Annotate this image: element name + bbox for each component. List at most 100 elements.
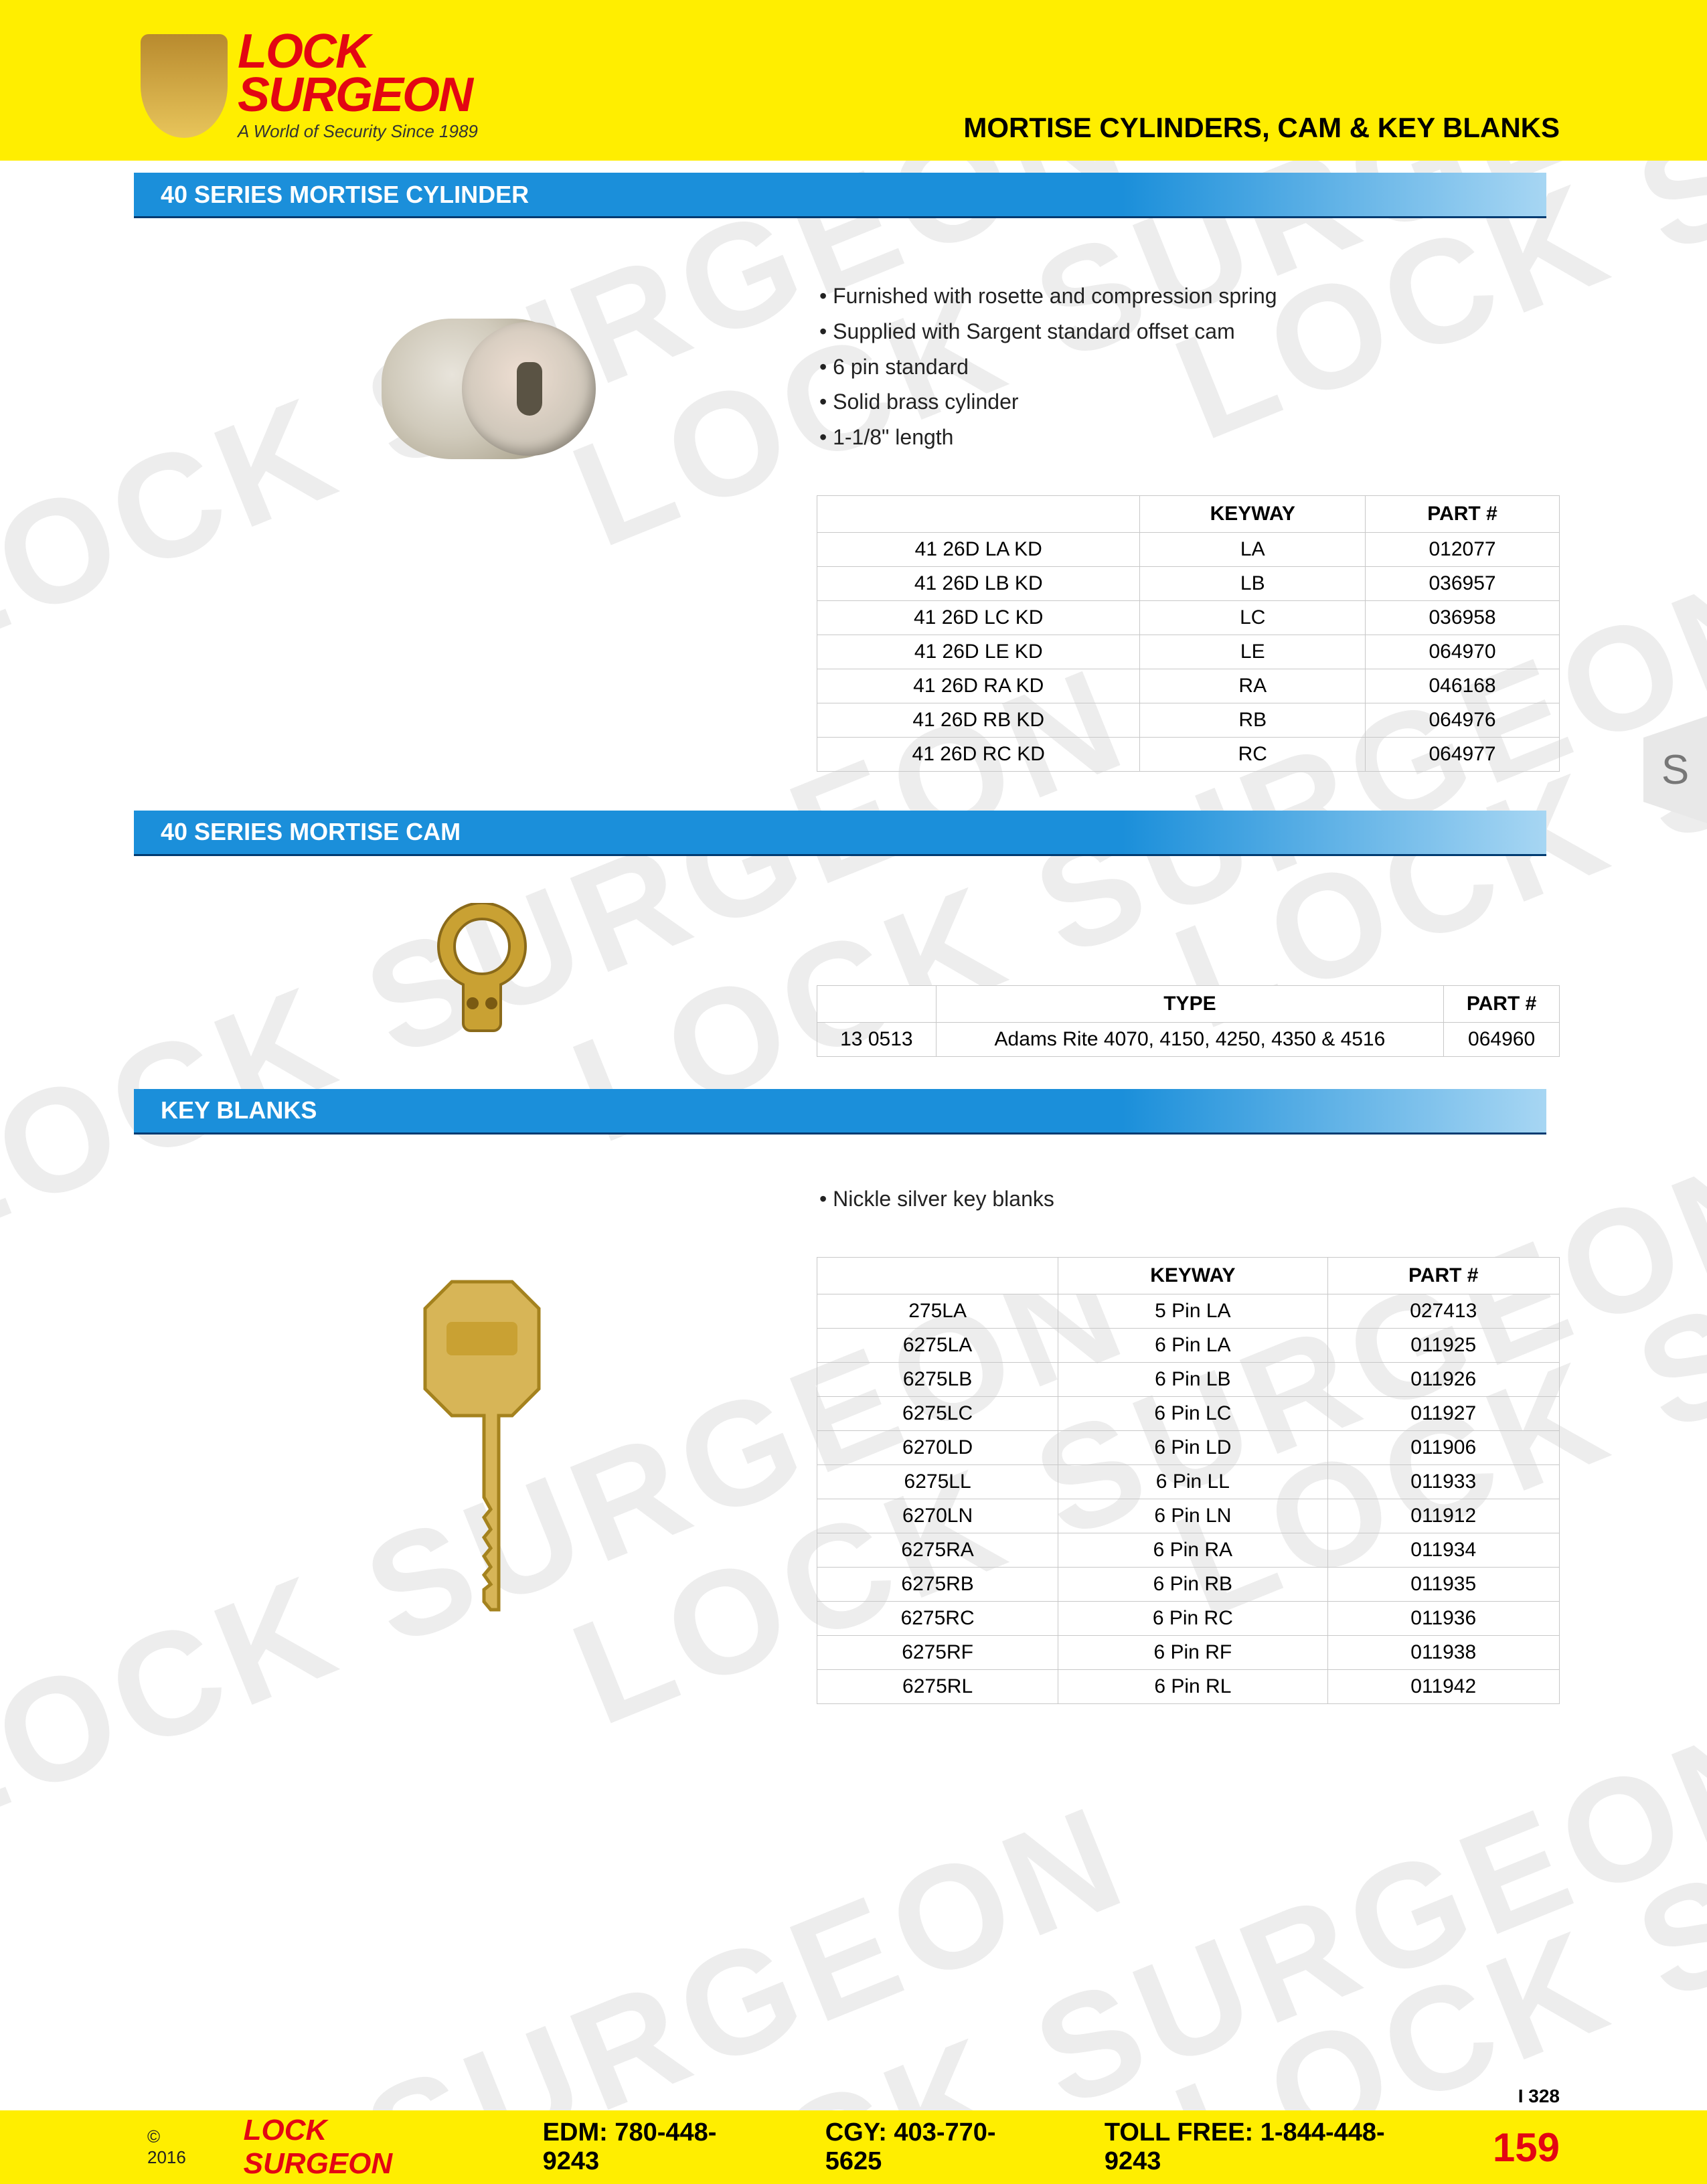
parts-table-1: KEYWAYPART #41 26D LA KDLA01207741 26D L… bbox=[817, 495, 1560, 772]
table-cell: 011927 bbox=[1327, 1396, 1560, 1430]
index-code: I 328 bbox=[1518, 2086, 1560, 2107]
feature-item: Supplied with Sargent standard offset ca… bbox=[819, 314, 1560, 349]
table-cell: LC bbox=[1140, 600, 1366, 635]
table-row: 275LA5 Pin LA027413 bbox=[817, 1294, 1560, 1328]
table-cell: 064970 bbox=[1366, 635, 1560, 669]
table-cell: 011936 bbox=[1327, 1601, 1560, 1635]
section-body-2: TYPEPART #13 0513Adams Rite 4070, 4150, … bbox=[147, 856, 1560, 1077]
table-cell: 41 26D LB KD bbox=[817, 566, 1140, 600]
column-header: TYPE bbox=[936, 985, 1443, 1022]
phone-edm: EDM: 780-448-9243 bbox=[543, 2118, 772, 2176]
table-cell: 011925 bbox=[1327, 1328, 1560, 1362]
table-cell: 6 Pin RA bbox=[1058, 1533, 1327, 1567]
table-cell: 6275RC bbox=[817, 1601, 1058, 1635]
table-row: 6275LC6 Pin LC011927 bbox=[817, 1396, 1560, 1430]
table-row: 6275RA6 Pin RA011934 bbox=[817, 1533, 1560, 1567]
column-header: KEYWAY bbox=[1140, 495, 1366, 532]
table-row: 41 26D RC KDRC064977 bbox=[817, 737, 1560, 771]
table-row: 41 26D LC KDLC036958 bbox=[817, 600, 1560, 635]
table-cell: 064960 bbox=[1444, 1022, 1560, 1056]
table-cell: 011933 bbox=[1327, 1464, 1560, 1499]
table-cell: 036957 bbox=[1366, 566, 1560, 600]
table-cell: 011942 bbox=[1327, 1669, 1560, 1703]
table-cell: 6270LD bbox=[817, 1430, 1058, 1464]
table-cell: 064977 bbox=[1366, 737, 1560, 771]
table-row: 41 26D LB KDLB036957 bbox=[817, 566, 1560, 600]
footer-brand: LOCK SURGEON bbox=[244, 2114, 483, 2181]
table-row: 6275LA6 Pin LA011925 bbox=[817, 1328, 1560, 1362]
parts-table-2: TYPEPART #13 0513Adams Rite 4070, 4150, … bbox=[817, 985, 1560, 1057]
table-cell: 6 Pin LL bbox=[1058, 1464, 1327, 1499]
table-cell: LA bbox=[1140, 532, 1366, 566]
table-cell: 6 Pin RF bbox=[1058, 1635, 1327, 1669]
logo-line1: LOCK bbox=[238, 30, 478, 74]
logo-tagline: A World of Security Since 1989 bbox=[238, 121, 478, 142]
table-cell: 036958 bbox=[1366, 600, 1560, 635]
table-cell: 41 26D LE KD bbox=[817, 635, 1140, 669]
table-cell: 6 Pin LN bbox=[1058, 1499, 1327, 1533]
column-header bbox=[817, 1257, 1058, 1294]
table-row: 6275RF6 Pin RF011938 bbox=[817, 1635, 1560, 1669]
table-cell: 064976 bbox=[1366, 703, 1560, 737]
table-cell: 41 26D RA KD bbox=[817, 669, 1140, 703]
table-cell: 6275RA bbox=[817, 1533, 1058, 1567]
table-cell: 5 Pin LA bbox=[1058, 1294, 1327, 1328]
table-cell: 6 Pin RB bbox=[1058, 1567, 1327, 1601]
table-cell: 6275LA bbox=[817, 1328, 1058, 1362]
table-cell: RC bbox=[1140, 737, 1366, 771]
table-row: 6270LD6 Pin LD011906 bbox=[817, 1430, 1560, 1464]
column-header: PART # bbox=[1444, 985, 1560, 1022]
section-body-1: Furnished with rosette and compression s… bbox=[147, 218, 1560, 799]
section-title-2: 40 SERIES MORTISE CAM bbox=[134, 811, 1546, 856]
column-header bbox=[817, 985, 937, 1022]
column-header: PART # bbox=[1327, 1257, 1560, 1294]
page-footer: © 2016 LOCK SURGEON EDM: 780-448-9243 CG… bbox=[0, 2110, 1707, 2184]
table-row: 41 26D LE KDLE064970 bbox=[817, 635, 1560, 669]
page-number: 159 bbox=[1493, 2124, 1560, 2171]
table-cell: 6275RF bbox=[817, 1635, 1058, 1669]
table-cell: 011935 bbox=[1327, 1567, 1560, 1601]
table-cell: 275LA bbox=[817, 1294, 1058, 1328]
table-cell: 6270LN bbox=[817, 1499, 1058, 1533]
feature-item: Furnished with rosette and compression s… bbox=[819, 278, 1560, 314]
feature-item: Nickle silver key blanks bbox=[819, 1181, 1560, 1217]
category-title: MORTISE CYLINDERS, CAM & KEY BLANKS bbox=[963, 112, 1560, 144]
column-header: PART # bbox=[1366, 495, 1560, 532]
table-cell: 41 26D LA KD bbox=[817, 532, 1140, 566]
table-cell: 13 0513 bbox=[817, 1022, 937, 1056]
column-header bbox=[817, 495, 1140, 532]
table-cell: Adams Rite 4070, 4150, 4250, 4350 & 4516 bbox=[936, 1022, 1443, 1056]
table-cell: 011934 bbox=[1327, 1533, 1560, 1567]
feature-item: 6 pin standard bbox=[819, 349, 1560, 385]
table-cell: 011926 bbox=[1327, 1362, 1560, 1396]
table-row: 6275RB6 Pin RB011935 bbox=[817, 1567, 1560, 1601]
table-cell: 011912 bbox=[1327, 1499, 1560, 1533]
phone-cgy: CGY: 403-770-5625 bbox=[825, 2118, 1051, 2176]
section-title-3: KEY BLANKS bbox=[134, 1089, 1546, 1135]
table-cell: LB bbox=[1140, 566, 1366, 600]
table-cell: 6 Pin LA bbox=[1058, 1328, 1327, 1362]
section-body-3: Nickle silver key blanks KEYWAYPART #275… bbox=[147, 1135, 1560, 1724]
table-cell: 6 Pin RC bbox=[1058, 1601, 1327, 1635]
table-cell: RB bbox=[1140, 703, 1366, 737]
column-header: KEYWAY bbox=[1058, 1257, 1327, 1294]
table-row: 6275RC6 Pin RC011936 bbox=[817, 1601, 1560, 1635]
table-cell: 6 Pin LD bbox=[1058, 1430, 1327, 1464]
table-cell: 6275RL bbox=[817, 1669, 1058, 1703]
feature-list-1: Furnished with rosette and compression s… bbox=[817, 278, 1560, 455]
table-row: 41 26D RB KDRB064976 bbox=[817, 703, 1560, 737]
table-cell: 41 26D RB KD bbox=[817, 703, 1140, 737]
table-cell: 012077 bbox=[1366, 532, 1560, 566]
table-row: 6275RL6 Pin RL011942 bbox=[817, 1669, 1560, 1703]
table-cell: RA bbox=[1140, 669, 1366, 703]
table-cell: 6 Pin LB bbox=[1058, 1362, 1327, 1396]
table-cell: 6275LB bbox=[817, 1362, 1058, 1396]
table-cell: 6275RB bbox=[817, 1567, 1058, 1601]
table-row: 6275LB6 Pin LB011926 bbox=[817, 1362, 1560, 1396]
table-row: 6275LL6 Pin LL011933 bbox=[817, 1464, 1560, 1499]
table-row: 13 0513Adams Rite 4070, 4150, 4250, 4350… bbox=[817, 1022, 1560, 1056]
table-cell: 027413 bbox=[1327, 1294, 1560, 1328]
feature-item: Solid brass cylinder bbox=[819, 384, 1560, 420]
table-cell: 6275LC bbox=[817, 1396, 1058, 1430]
table-cell: LE bbox=[1140, 635, 1366, 669]
